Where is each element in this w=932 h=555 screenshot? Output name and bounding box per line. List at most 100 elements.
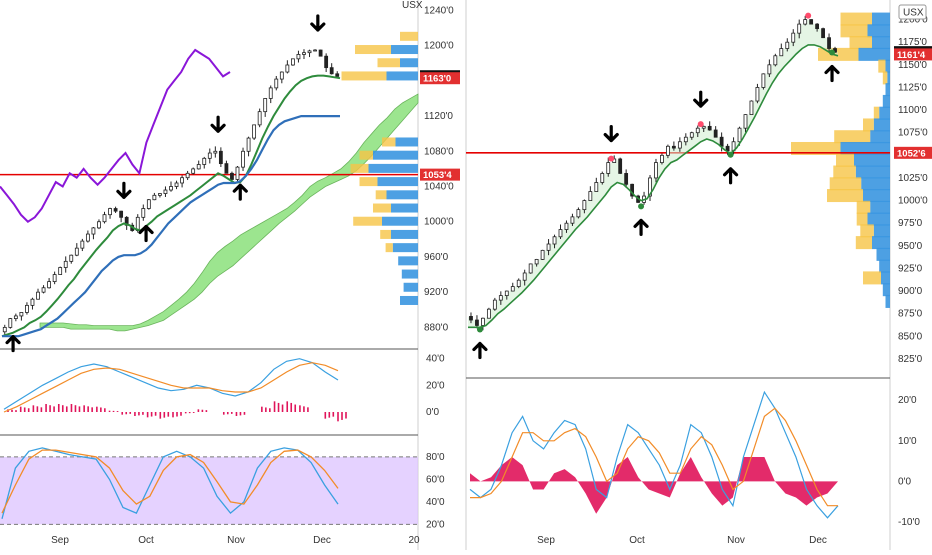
right-candle-body	[803, 19, 808, 25]
right-candle-body	[827, 37, 831, 49]
right-volume-bar-blue	[885, 83, 890, 97]
buy-arrow-icon	[472, 341, 488, 360]
right-candle-body	[689, 132, 694, 138]
left-volume-bar-yellow	[377, 58, 400, 68]
right-candle-body	[677, 141, 682, 149]
right-x-tick: Nov	[727, 535, 745, 546]
right-y-tick: 975'0	[898, 218, 923, 229]
buy-arrow-icon	[824, 64, 840, 83]
right-candle-body	[660, 154, 664, 163]
right-candle-body	[719, 136, 724, 147]
right-volume-bar-blue	[872, 12, 890, 26]
right-candle-body	[737, 127, 742, 143]
left-volume-bar-yellow	[380, 229, 391, 239]
right-price-tag-bg	[894, 48, 932, 61]
left-y-tick: 920'0	[424, 287, 449, 298]
right-x-tick: Sep	[537, 535, 555, 546]
left-candle-body	[97, 221, 101, 229]
left-y-tick: 1000'0	[424, 217, 454, 228]
right-volume-bar-yellow	[878, 59, 886, 73]
right-candle-body	[564, 222, 569, 230]
currency-box	[898, 4, 927, 20]
left-candle-body	[119, 210, 124, 218]
right-candle-body	[534, 258, 539, 265]
right-volume-bar-blue	[863, 189, 890, 203]
right-candle-body	[522, 272, 527, 281]
left-volume-bar-blue	[391, 203, 418, 213]
left-candle-body	[180, 177, 184, 184]
left-candle-body	[307, 50, 312, 54]
left-volume-bar-yellow	[341, 71, 387, 81]
right-candle-body	[528, 263, 533, 274]
right-volume-bar-yellow	[840, 12, 872, 26]
right-sell-dot	[697, 121, 704, 128]
right-volume-bar-yellow	[834, 130, 871, 144]
left-candle-body	[91, 227, 96, 235]
right-volume-bar-blue	[872, 236, 890, 250]
left-volume-bar-blue	[400, 295, 418, 305]
right-candle-body	[600, 173, 605, 183]
right-candle-body	[481, 317, 485, 326]
right-y-tick: 1025'0	[898, 173, 928, 184]
right-candle-body	[576, 209, 581, 218]
left-chart: 1240'01200'01160'01120'01080'01040'01000…	[0, 0, 460, 550]
right-candle-body	[606, 162, 611, 174]
right-price-tag: 1052'6	[897, 148, 926, 159]
right-osc-fast-line	[469, 390, 839, 519]
sell-arrow-icon	[310, 14, 326, 32]
right-y-tick: 1100'0	[898, 105, 927, 116]
right-candle-body	[510, 286, 515, 292]
right-candle-body	[755, 87, 760, 102]
right-volume-bar-yellow	[791, 141, 841, 155]
right-y-tick: 925'0	[898, 263, 923, 274]
right-volume-bar-yellow	[827, 189, 863, 203]
right-buy-dot	[476, 326, 483, 333]
left-candle-body	[80, 240, 85, 249]
left-candle-body	[329, 67, 334, 75]
right-candle-body	[815, 23, 820, 30]
left-stoch-tick: 40'0	[426, 497, 445, 508]
right-candle-body	[666, 145, 670, 156]
left-price-tag: 1053'4	[423, 170, 452, 181]
right-osc-tick: 0'0	[898, 476, 911, 487]
right-volume-bar-blue	[876, 247, 890, 261]
right-volume-bar-yellow	[856, 212, 868, 226]
right-y-tick: 1175'0	[898, 37, 927, 48]
stoch-band	[0, 456, 418, 525]
left-volume-bar-yellow	[355, 45, 391, 55]
left-volume-bar-yellow	[375, 190, 387, 200]
right-candle-body	[504, 290, 509, 297]
left-stoch-tick: 20'0	[426, 519, 445, 530]
right-volume-bar-blue	[872, 36, 890, 50]
left-candle-body	[335, 73, 340, 77]
left-candle-body	[202, 157, 207, 165]
left-y-tick: 1040'0	[424, 182, 454, 193]
right-candle-body	[749, 100, 754, 116]
left-volume-bar-yellow	[385, 243, 393, 253]
left-volume-bar-yellow	[359, 177, 378, 187]
left-candle-body	[263, 98, 268, 113]
right-candle-body	[618, 158, 623, 174]
right-candle-body	[546, 243, 551, 251]
right-volume-bar-blue	[881, 271, 890, 285]
left-stoch-k-line	[1, 447, 339, 519]
left-x-tick: 20	[408, 535, 420, 546]
right-candle-body	[624, 173, 629, 185]
left-candle-body	[52, 274, 57, 283]
left-y-tick: 960'0	[424, 252, 449, 263]
left-candle-body	[252, 124, 257, 139]
left-volume-bar-blue	[391, 229, 418, 239]
left-volume-bar-blue	[382, 216, 418, 226]
left-candle-body	[185, 172, 190, 179]
right-volume-bar-yellow	[840, 24, 868, 38]
right-candle-body	[486, 308, 491, 319]
right-volume-bar-blue	[885, 59, 890, 73]
right-volume-bar-yellow	[863, 118, 874, 132]
right-price-tag: 1161'4	[897, 50, 926, 61]
left-candle-body	[224, 163, 229, 174]
left-volume-bar-blue	[368, 163, 418, 173]
right-candle-body	[492, 299, 497, 310]
left-volume-bar-yellow	[359, 150, 373, 160]
left-volume-bar-blue	[386, 71, 418, 81]
